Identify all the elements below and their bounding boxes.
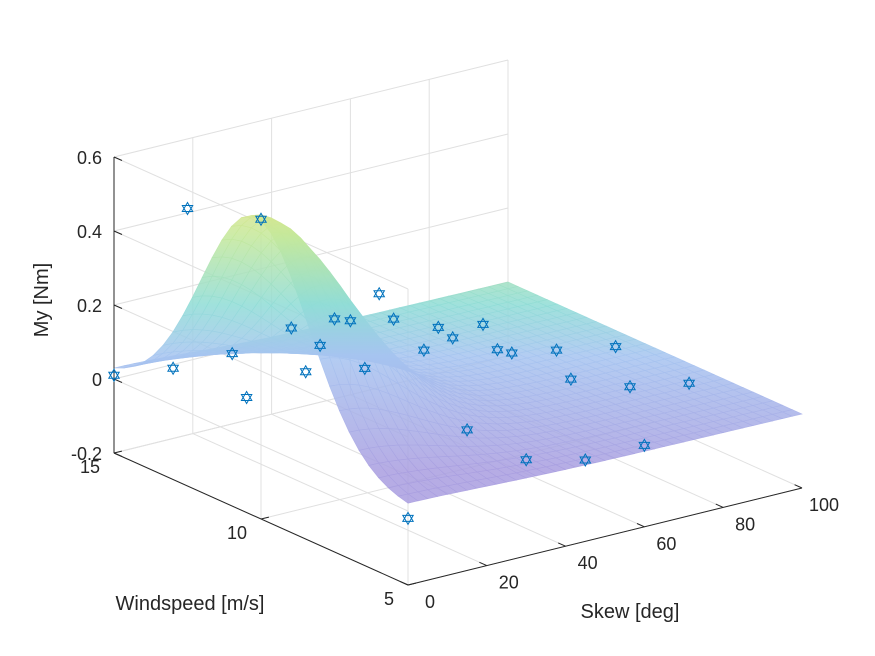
data-marker <box>446 330 459 345</box>
data-marker <box>344 313 357 328</box>
data-marker <box>520 452 533 467</box>
y-tick <box>407 582 417 586</box>
x-tick <box>400 581 409 586</box>
gridline <box>113 59 509 158</box>
data-marker <box>579 453 592 467</box>
z-axis-label: My [Nm] <box>31 263 53 337</box>
data-marker <box>240 390 253 405</box>
data-marker <box>254 212 268 227</box>
z-tick-label: 0.4 <box>77 222 102 242</box>
data-marker <box>167 361 180 376</box>
z-tick <box>113 304 123 309</box>
surface-patch <box>397 493 419 504</box>
axis-ticks: 0.6 0.4 0.2 0 -0.215 10 5 0 20 40 60 80 100 <box>71 148 839 612</box>
y-axis-label: Windspeed [m/s] <box>116 593 265 615</box>
fitted-surface <box>113 214 803 504</box>
x-tick <box>479 561 488 567</box>
x-tick-label: 80 <box>735 514 755 534</box>
x-tick-label: 60 <box>656 534 676 554</box>
gridline <box>113 133 509 232</box>
z-tick-label: 0 <box>92 370 102 390</box>
x-tick <box>557 542 566 547</box>
x-tick-label: 20 <box>499 573 519 593</box>
y-tick-label: 15 <box>80 457 100 477</box>
data-marker <box>314 338 327 353</box>
data-marker <box>401 511 415 526</box>
x-tick <box>636 523 645 528</box>
y-tick-label: 5 <box>384 589 394 609</box>
data-marker <box>491 342 504 357</box>
x-tick-label: 40 <box>578 553 598 573</box>
z-tick <box>113 156 123 161</box>
z-tick <box>113 452 123 457</box>
data-marker <box>564 372 577 387</box>
x-axis-label: Skew [deg] <box>581 601 680 623</box>
data-marker <box>373 286 386 301</box>
data-marker <box>328 311 341 326</box>
data-marker <box>623 379 637 394</box>
data-markers <box>107 201 696 526</box>
data-marker <box>638 438 651 453</box>
data-marker <box>432 320 445 335</box>
x-tick-label: 0 <box>425 592 435 612</box>
z-tick-label: 0.2 <box>77 296 102 316</box>
gridline <box>113 378 409 512</box>
data-marker <box>107 368 121 383</box>
y-tick <box>260 516 270 520</box>
data-marker <box>299 364 312 379</box>
data-marker <box>505 346 518 360</box>
data-marker <box>358 361 371 376</box>
data-marker <box>417 343 430 358</box>
data-marker <box>476 317 490 332</box>
data-marker <box>609 339 622 354</box>
y-tick-label: 10 <box>227 523 247 543</box>
x-tick-label: 100 <box>809 495 839 515</box>
data-marker <box>387 312 400 327</box>
data-marker <box>550 343 563 358</box>
x-axis-line <box>407 487 803 586</box>
z-tick-label: -0.2 <box>71 444 102 464</box>
data-marker <box>285 321 298 335</box>
z-tick-label: 0.6 <box>77 148 102 168</box>
z-tick <box>113 230 123 235</box>
y-tick <box>113 450 123 454</box>
data-marker <box>181 201 194 216</box>
data-marker <box>683 376 696 391</box>
data-marker <box>461 422 474 437</box>
x-tick <box>715 503 724 508</box>
x-tick <box>794 484 803 489</box>
data-marker <box>226 346 239 361</box>
